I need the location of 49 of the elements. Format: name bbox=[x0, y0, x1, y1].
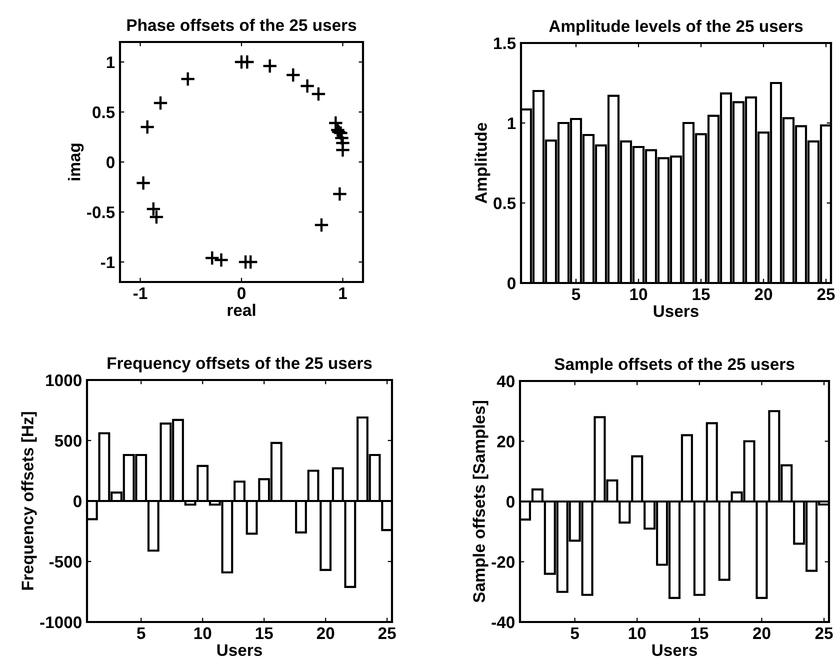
y-tick-label: 40 bbox=[496, 375, 514, 388]
y-axis-title: Amplitude bbox=[474, 122, 490, 204]
x-axis-title: Users bbox=[217, 644, 262, 656]
y-tick-label: 0 bbox=[106, 156, 114, 168]
y-tick-label: 20 bbox=[497, 436, 514, 448]
y-tick-label: 1 bbox=[106, 56, 115, 68]
x-tick-label: 15 bbox=[692, 288, 710, 300]
x-tick-label: 20 bbox=[754, 288, 772, 300]
y-tick-label: 0.5 bbox=[92, 106, 115, 118]
x-tick-label: 20 bbox=[316, 627, 334, 640]
y-tick-label: 500 bbox=[54, 434, 82, 447]
y-tick-label: -0.5 bbox=[87, 206, 115, 218]
chart-title: Sample offsets of the 25 users bbox=[554, 358, 794, 374]
y-tick-label: 0 bbox=[74, 495, 82, 508]
y-tick-label: 0 bbox=[506, 496, 514, 508]
x-tick-label: 10 bbox=[630, 288, 648, 300]
x-tick-label: 5 bbox=[570, 627, 579, 640]
x-tick-label: 10 bbox=[628, 627, 646, 640]
x-tick-label: -1 bbox=[133, 287, 148, 299]
x-axis-title: Users bbox=[652, 644, 697, 656]
y-tick-label: 0.5 bbox=[494, 197, 516, 210]
x-tick-label: 10 bbox=[194, 627, 212, 640]
x-tick-label: 1 bbox=[339, 287, 347, 299]
x-tick-label: 15 bbox=[691, 627, 708, 640]
y-tick-label: -1 bbox=[100, 256, 115, 268]
chart-title: Frequency offsets of the 25 users bbox=[108, 356, 372, 372]
x-tick-label: 20 bbox=[753, 627, 770, 640]
y-axis-title: Sample offsets [Samples] bbox=[472, 401, 488, 602]
x-tick-label: 25 bbox=[378, 627, 396, 640]
x-tick-label: 25 bbox=[815, 627, 833, 640]
y-axis-title: Frequency offsets [Hz] bbox=[21, 412, 37, 590]
y-tick-label: -20 bbox=[492, 556, 514, 568]
x-axis-title: real bbox=[228, 304, 256, 316]
chart-title: Amplitude levels of the 25 users bbox=[549, 20, 803, 36]
y-tick-label: 0 bbox=[508, 277, 516, 290]
y-tick-label: 1000 bbox=[46, 374, 82, 386]
x-axis-title: Users bbox=[654, 305, 698, 318]
x-tick-label: 5 bbox=[572, 288, 580, 300]
y-tick-label: -1000 bbox=[40, 616, 82, 628]
y-tick-label: 1.5 bbox=[494, 38, 516, 50]
y-tick-label: -40 bbox=[492, 616, 514, 628]
x-tick-label: 5 bbox=[136, 627, 146, 640]
x-tick-label: 25 bbox=[817, 288, 835, 300]
x-tick-label: 0 bbox=[238, 287, 246, 300]
x-tick-label: 15 bbox=[256, 627, 273, 640]
y-axis-title: imag bbox=[68, 144, 84, 180]
y-tick-label: 1 bbox=[508, 118, 516, 130]
chart-title: Phase offsets of the 25 users bbox=[127, 18, 356, 32]
y-tick-label: -500 bbox=[49, 556, 82, 568]
